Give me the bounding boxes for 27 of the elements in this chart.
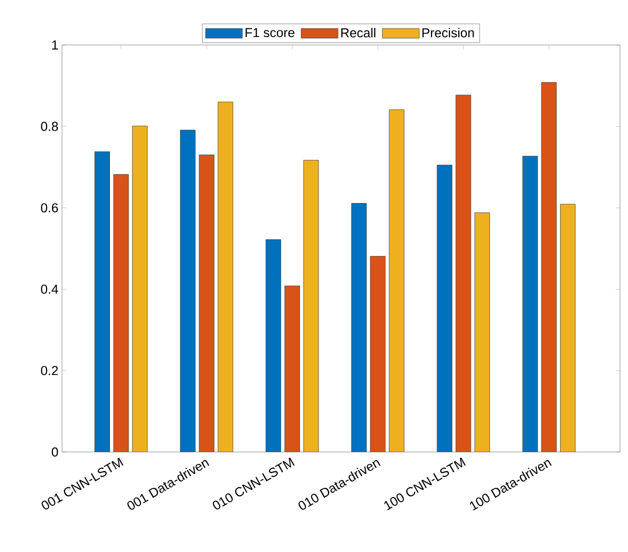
bar xyxy=(456,94,472,452)
bar xyxy=(218,102,234,452)
y-tick-label: 0.2 xyxy=(40,366,58,376)
bar xyxy=(266,239,282,452)
y-tick-label: 0.6 xyxy=(40,203,58,212)
bar xyxy=(113,174,129,452)
bar xyxy=(351,203,367,452)
y-tick-label: 0 xyxy=(52,447,58,457)
legend-label: Recall xyxy=(341,28,376,38)
bar xyxy=(522,156,538,452)
y-tick-label: 0.8 xyxy=(40,122,58,131)
bar xyxy=(388,110,404,452)
bar xyxy=(541,82,557,452)
y-tick-label: 1 xyxy=(52,40,58,50)
bar xyxy=(180,130,196,452)
legend-label: F1 score xyxy=(246,28,294,38)
bar xyxy=(303,160,319,452)
bar xyxy=(198,154,214,452)
legend-label: Precision xyxy=(422,28,474,38)
bar xyxy=(284,286,300,452)
bar xyxy=(436,164,452,452)
bar xyxy=(132,126,148,452)
bar xyxy=(370,256,386,452)
bar xyxy=(94,151,110,452)
bar xyxy=(560,204,576,452)
y-tick-label: 0.4 xyxy=(40,284,58,294)
bar xyxy=(474,212,490,452)
